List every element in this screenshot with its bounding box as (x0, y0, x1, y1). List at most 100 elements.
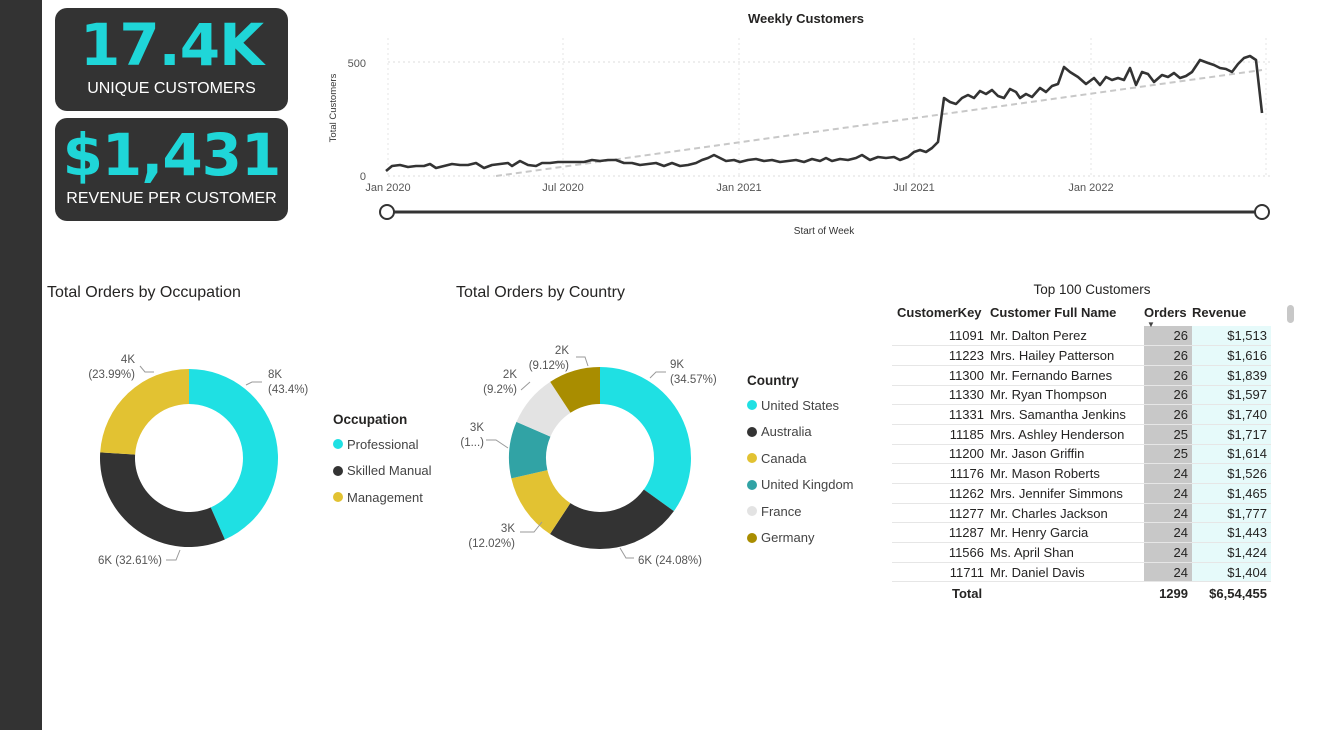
table-row[interactable]: 11223 Mrs. Hailey Patterson 26 $1,616 (892, 345, 1271, 366)
country-legend-item[interactable]: Canada (747, 445, 854, 472)
occupation-legend-item[interactable]: Skilled Manual (333, 458, 432, 485)
occupation-donut[interactable] (100, 369, 278, 547)
cell-orders: 24 (1144, 542, 1192, 563)
x-tick-jul-2020: Jul 2020 (542, 182, 584, 194)
date-range-end-handle[interactable] (1254, 204, 1270, 220)
cell-full-name: Mrs. Ashley Henderson (990, 424, 1144, 445)
cell-revenue: $1,465 (1192, 483, 1271, 504)
cell-orders: 26 (1144, 345, 1192, 366)
top-customers-table[interactable]: Top 100 Customers ▼ CustomerKey Customer… (892, 282, 1297, 604)
country-slice-australia[interactable] (550, 489, 674, 549)
label-skilled-manual: 6K (32.61%) (98, 549, 181, 567)
table-row[interactable]: 11185 Mrs. Ashley Henderson 25 $1,717 (892, 424, 1271, 445)
weekly-chart-ylabel: Total Customers (328, 73, 339, 142)
occupation-slice-skilled-manual[interactable] (100, 452, 225, 547)
occupation-legend-item[interactable]: Professional (333, 431, 432, 458)
label-professional: 8K (43.4%) (245, 369, 308, 396)
label-united-kingdom: 3K (1...) (460, 422, 509, 449)
table-row[interactable]: 11711 Mr. Daniel Davis 24 $1,404 (892, 562, 1271, 583)
country-legend-item[interactable]: France (747, 498, 854, 525)
cell-revenue: $1,740 (1192, 404, 1271, 425)
table-row[interactable]: 11262 Mrs. Jennifer Simmons 24 $1,465 (892, 483, 1271, 504)
country-legend-label: France (761, 503, 802, 519)
country-legend: Country United States Australia Canada Unit… (747, 373, 854, 551)
cell-revenue: $1,526 (1192, 463, 1271, 484)
unique-customers-card[interactable]: 17.4K UNIQUE CUSTOMERS (55, 8, 288, 111)
occupation-legend-item[interactable]: Management (333, 484, 432, 511)
svg-text:3K: 3K (501, 523, 515, 535)
svg-text:6K (32.61%): 6K (32.61%) (98, 555, 162, 567)
cell-customerkey: 11185 (892, 424, 990, 445)
svg-text:2K: 2K (503, 369, 517, 381)
occupation-legend: Occupation Professional Skilled Manual Man… (333, 412, 432, 511)
cell-full-name: Mr. Daniel Davis (990, 562, 1144, 583)
total-label: Total (892, 581, 990, 604)
table-row[interactable]: 11331 Mrs. Samantha Jenkins 26 $1,740 (892, 404, 1271, 425)
svg-text:(9.2%): (9.2%) (483, 384, 517, 396)
occupation-slice-professional[interactable] (189, 369, 278, 540)
label-australia: 6K (24.08%) (619, 547, 702, 567)
country-slice-canada[interactable] (511, 470, 571, 535)
svg-text:(34.57%): (34.57%) (670, 374, 717, 386)
sort-descending-icon[interactable]: ▼ (1147, 320, 1155, 329)
table-row[interactable]: 11176 Mr. Mason Roberts 24 $1,526 (892, 463, 1271, 484)
occupation-legend-label: Professional (347, 436, 419, 452)
table-row[interactable]: 11277 Mr. Charles Jackson 24 $1,777 (892, 503, 1271, 524)
country-legend-item[interactable]: United States (747, 392, 854, 419)
legend-marker-icon (747, 506, 757, 517)
total-revenue: $6,54,455 (1192, 581, 1271, 604)
label-france: 2K (9.2%) (483, 369, 531, 396)
country-slice-united-kingdom[interactable] (508, 421, 551, 479)
legend-marker-icon (747, 532, 757, 543)
label-germany: 2K (9.12%) (529, 345, 589, 372)
table-total-row: Total 1299 $6,54,455 (892, 581, 1271, 604)
table-row[interactable]: 11091 Mr. Dalton Perez 26 $1,513 (892, 326, 1271, 347)
legend-marker-icon (333, 439, 343, 450)
table-row[interactable]: 11566 Ms. April Shan 24 $1,424 (892, 542, 1271, 563)
col-header-customerkey[interactable]: CustomerKey (897, 305, 982, 320)
x-tick-jul-2021: Jul 2021 (893, 182, 935, 194)
unique-customers-label: UNIQUE CUSTOMERS (87, 80, 256, 97)
country-legend-item[interactable]: United Kingdom (747, 472, 854, 499)
table-row[interactable]: 11200 Mr. Jason Griffin 25 $1,614 (892, 444, 1271, 465)
country-legend-label: Canada (761, 450, 807, 466)
table-row[interactable]: 11287 Mr. Henry Garcia 24 $1,443 (892, 522, 1271, 544)
country-legend-item[interactable]: Germany (747, 525, 854, 552)
country-legend-item[interactable]: Australia (747, 419, 854, 446)
weekly-chart-xlabel: Start of Week (794, 226, 855, 237)
country-slice-france[interactable] (516, 381, 571, 437)
left-nav-bar (0, 0, 42, 730)
col-header-full-name[interactable]: Customer Full Name (990, 305, 1117, 320)
country-donut[interactable] (508, 367, 691, 549)
occupation-legend-label: Management (347, 489, 423, 505)
country-slice-germany[interactable] (550, 367, 600, 413)
occupation-legend-label: Skilled Manual (347, 463, 432, 479)
legend-marker-icon (747, 479, 757, 490)
col-header-orders[interactable]: Orders (1144, 305, 1187, 320)
revenue-per-customer-card[interactable]: $1,431 REVENUE PER CUSTOMER (55, 118, 288, 221)
country-slice-united-states[interactable] (600, 367, 691, 512)
weekly-customers-chart[interactable]: Weekly Customers Total Customers 500 0 J… (0, 0, 1319, 250)
country-legend-label: United Kingdom (761, 477, 854, 493)
revenue-per-customer-value: $1,431 (62, 121, 282, 189)
cell-customerkey: 11287 (892, 522, 990, 544)
date-range-start-handle[interactable] (379, 204, 395, 220)
country-chart-title: Total Orders by Country (456, 284, 625, 301)
customers-grid: CustomerKey Customer Full Name Orders Re… (892, 302, 1271, 604)
cell-revenue: $1,443 (1192, 522, 1271, 544)
donut-charts[interactable]: 8K (43.4%) 6K (32.61%) 4K (23.99%) 9K (34.57%… (0, 0, 880, 620)
col-header-revenue[interactable]: Revenue (1192, 305, 1247, 320)
table-scrollbar[interactable] (1287, 305, 1294, 323)
svg-text:(12.02%): (12.02%) (468, 538, 515, 550)
revenue-per-customer-label: REVENUE PER CUSTOMER (66, 190, 277, 207)
table-row[interactable]: 11300 Mr. Fernando Barnes 26 $1,839 (892, 365, 1271, 386)
table-row[interactable]: 11330 Mr. Ryan Thompson 26 $1,597 (892, 385, 1271, 406)
y-tick-0: 0 (360, 171, 366, 183)
occupation-slice-management[interactable] (100, 369, 189, 455)
svg-text:2K: 2K (555, 345, 569, 357)
y-tick-500: 500 (348, 58, 366, 70)
cell-orders: 24 (1144, 483, 1192, 504)
cell-orders: 25 (1144, 424, 1192, 445)
cell-revenue: $1,513 (1192, 326, 1271, 347)
